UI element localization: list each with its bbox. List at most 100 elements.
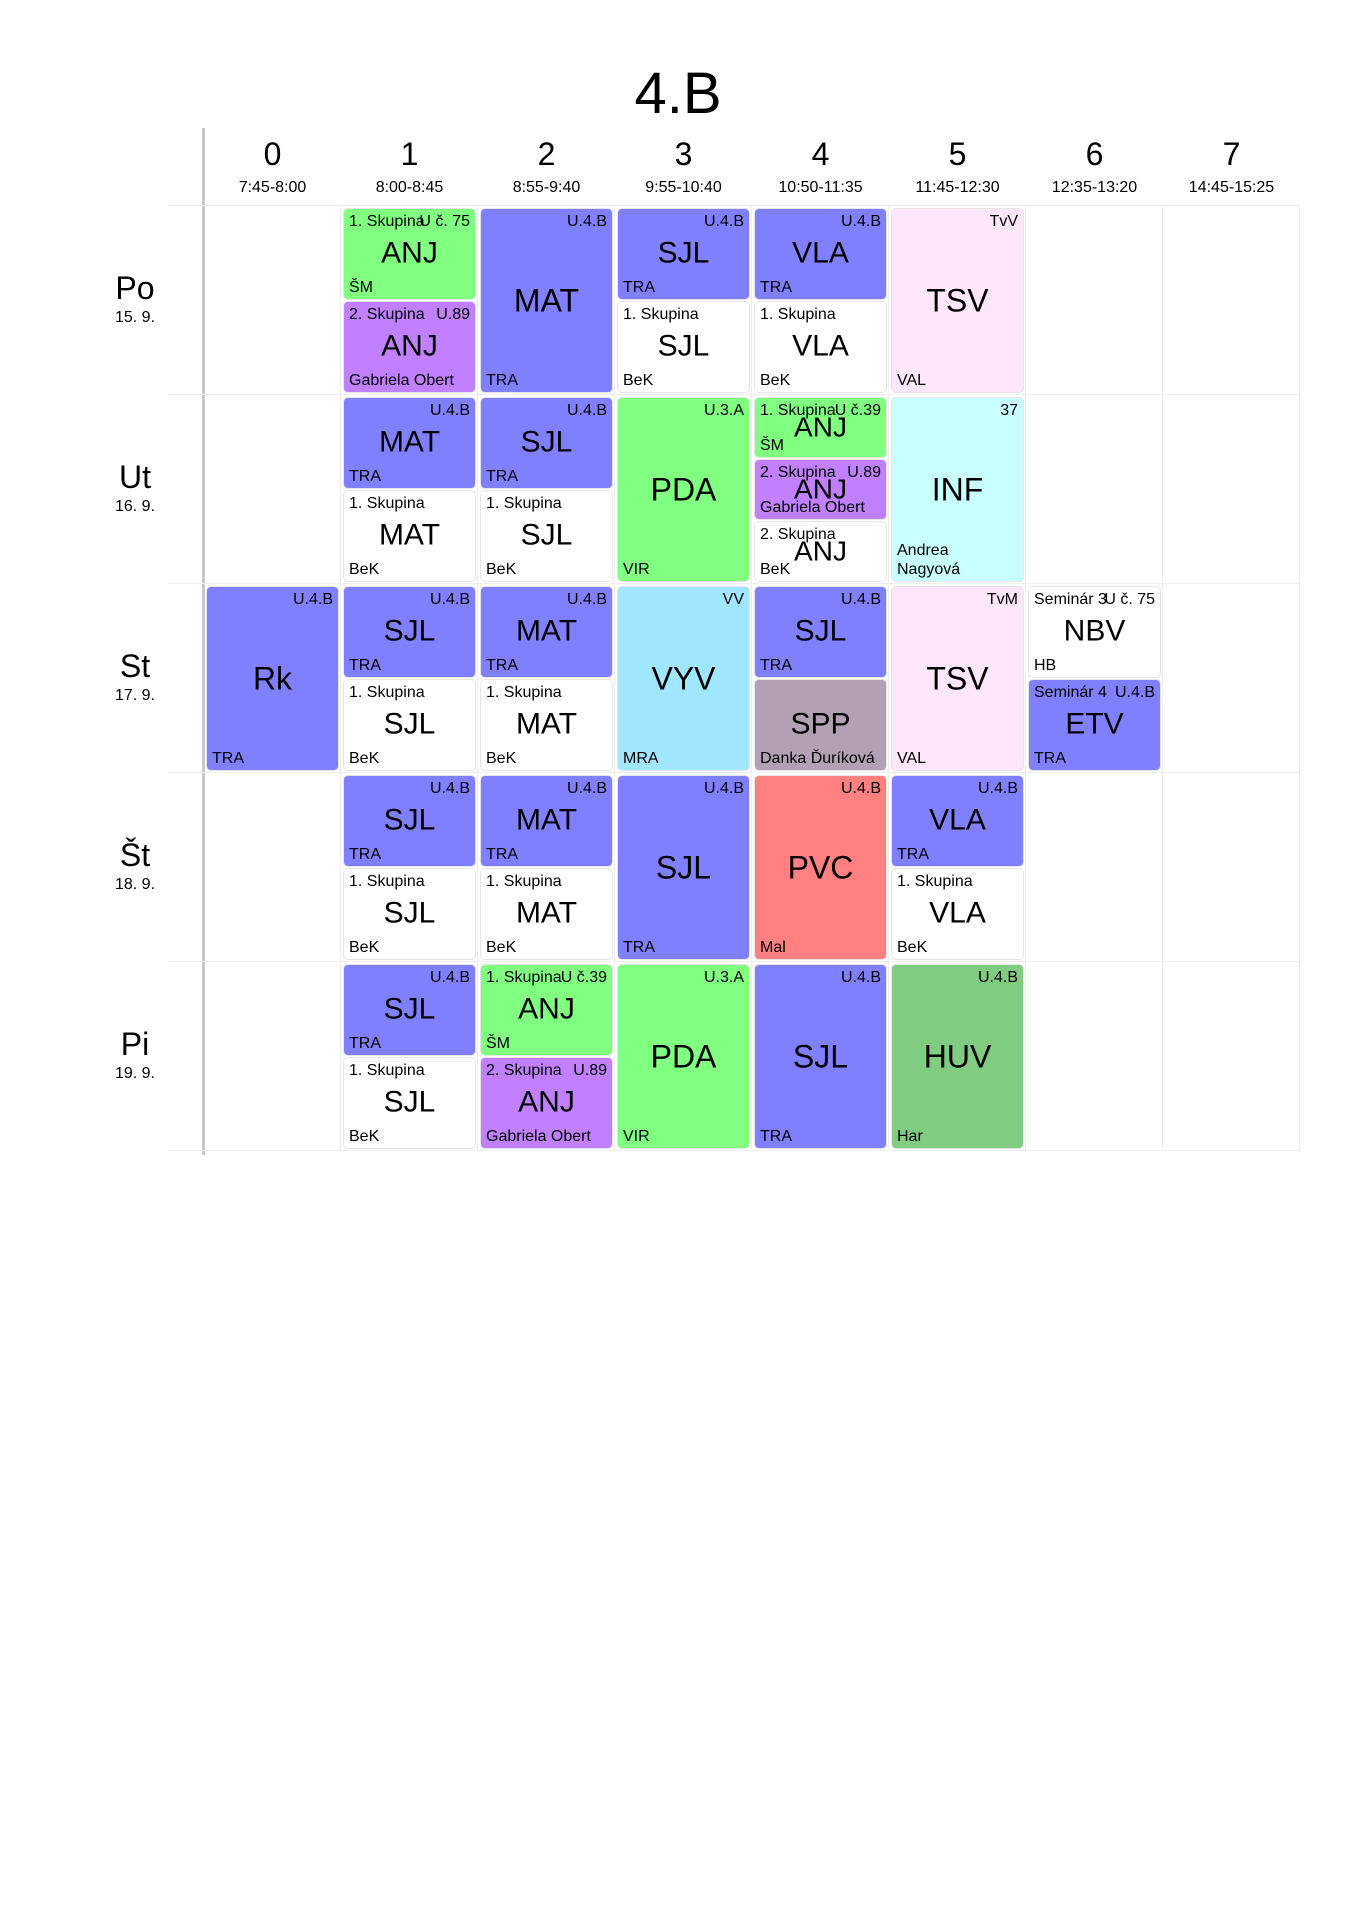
lesson-subject: INF xyxy=(931,470,984,507)
row-divider xyxy=(168,961,1300,962)
lesson-subject: ANJ xyxy=(794,410,847,442)
lesson-teacher: TRA xyxy=(349,1035,381,1052)
column-divider xyxy=(477,206,478,1151)
lesson-group: 1. Skupina xyxy=(349,873,425,890)
lesson-teacher: BeK xyxy=(623,372,654,389)
lesson-sjl: 1. Skupina SJL BeK xyxy=(618,302,749,392)
period-time: 9:55-10:40 xyxy=(645,179,722,196)
lesson-pvc: U.4.B PVC Mal xyxy=(755,776,886,959)
lesson-room: U.4.B xyxy=(840,213,881,230)
lesson-room: U.89 xyxy=(847,464,881,481)
period-number: 7 xyxy=(1222,136,1241,172)
lesson-subject: SJL xyxy=(794,614,847,648)
lesson-sjl: 1. Skupina SJL BeK xyxy=(344,1058,475,1148)
lesson-subject: Rk xyxy=(252,659,293,696)
lesson-teacher: TRA xyxy=(897,846,929,863)
lesson-teacher: Har xyxy=(897,1128,923,1145)
lesson-sjl: 1. Skupina SJL BeK xyxy=(344,869,475,959)
lesson-subject: SJL xyxy=(383,1085,436,1119)
period-time: 12:35-13:20 xyxy=(1051,179,1138,196)
lesson-sjl: U.4.B SJL TRA xyxy=(344,776,475,866)
lesson-room: U.4.B xyxy=(429,402,470,419)
lesson-room: TvV xyxy=(989,213,1018,230)
lesson-teacher: VIR xyxy=(623,561,650,578)
day-name: Pi xyxy=(120,1026,150,1062)
day-name: Ut xyxy=(119,459,151,495)
lesson-teacher: ŠM xyxy=(760,437,784,454)
lesson-teacher: BeK xyxy=(349,939,380,956)
lesson-etv: Seminár 4 U.4.B ETV TRA xyxy=(1029,680,1160,770)
column-divider xyxy=(340,206,341,1151)
lesson-subject: ETV xyxy=(1065,707,1124,741)
row-divider xyxy=(168,1150,1300,1151)
day-name: St xyxy=(119,648,151,684)
lesson-teacher: VAL xyxy=(897,372,927,389)
period-header-2: 2 8:55-9:40 xyxy=(478,136,615,198)
lesson-room: U.4.B xyxy=(703,213,744,230)
lesson-teacher: VAL xyxy=(897,750,927,767)
lesson-teacher: BeK xyxy=(349,1128,380,1145)
period-time: 14:45-15:25 xyxy=(1188,179,1275,196)
row-divider xyxy=(168,772,1300,773)
day-name: Po xyxy=(115,270,155,306)
lesson-teacher: TRA xyxy=(1034,750,1066,767)
lesson-room: U.3.A xyxy=(703,402,744,419)
lesson-subject: SJL xyxy=(792,1037,849,1074)
period-time: 7:45-8:00 xyxy=(238,179,307,196)
lesson-room: U.4.B xyxy=(840,780,881,797)
lesson-teacher: TRA xyxy=(349,468,381,485)
day-date: 18. 9. xyxy=(114,876,156,893)
lesson-vla: 1. Skupina VLA BeK xyxy=(892,869,1023,959)
day-label-3: St 17. 9. xyxy=(80,648,190,706)
lesson-vla: U.4.B VLA TRA xyxy=(755,209,886,299)
period-header-5: 5 11:45-12:30 xyxy=(889,136,1026,198)
lesson-room: VV xyxy=(722,591,744,608)
lesson-group: 2. Skupina xyxy=(760,464,836,481)
lesson-tsv: TvM TSV VAL xyxy=(892,587,1023,770)
period-time: 8:55-9:40 xyxy=(512,179,581,196)
lesson-group: Seminár 4 xyxy=(1034,684,1107,701)
lesson-vla: U.4.B VLA TRA xyxy=(892,776,1023,866)
lesson-anj: 2. Skupina U.89 ANJ Gabriela Obert xyxy=(481,1058,612,1148)
lesson-room: U.4.B xyxy=(1114,684,1155,701)
lesson-room: U č. 75 xyxy=(419,213,470,230)
lesson-spp: SPP Danka Ďuríková xyxy=(755,680,886,770)
lesson-teacher: ŠM xyxy=(486,1035,510,1052)
lesson-room: U.4.B xyxy=(977,969,1018,986)
lesson-room: U.4.B xyxy=(429,780,470,797)
lesson-room: 37 xyxy=(1000,402,1018,419)
lesson-subject: VLA xyxy=(792,329,849,363)
day-date: 16. 9. xyxy=(114,498,156,515)
lesson-anj: 1. Skupina U č.39 ANJ ŠM xyxy=(481,965,612,1055)
lesson-teacher: BeK xyxy=(486,750,517,767)
column-divider xyxy=(888,206,889,1151)
lesson-subject: SJL xyxy=(383,992,436,1026)
lesson-teacher: BeK xyxy=(760,372,791,389)
lesson-subject: MAT xyxy=(515,896,578,930)
period-header-3: 3 9:55-10:40 xyxy=(615,136,752,198)
lesson-subject: ANJ xyxy=(794,534,847,566)
period-time: 11:45-12:30 xyxy=(915,179,1000,196)
period-header-7: 7 14:45-15:25 xyxy=(1163,136,1300,198)
lesson-teacher: TRA xyxy=(760,1128,792,1145)
lesson-subject: MAT xyxy=(513,281,580,318)
lesson-anj: 1. Skupina U č. 75 ANJ ŠM xyxy=(344,209,475,299)
lesson-group: 1. Skupina xyxy=(349,495,425,512)
lesson-sjl: U.4.B SJL TRA xyxy=(755,587,886,677)
lesson-group: 1. Skupina xyxy=(486,969,562,986)
lesson-subject: TSV xyxy=(926,281,989,318)
lesson-mat: 1. Skupina MAT BeK xyxy=(481,680,612,770)
lesson-subject: VLA xyxy=(929,803,986,837)
lesson-subject: MAT xyxy=(515,707,578,741)
lesson-vyv: VV VYV MRA xyxy=(618,587,749,770)
day-date: 19. 9. xyxy=(114,1065,156,1082)
lesson-huv: U.4.B HUV Har xyxy=(892,965,1023,1148)
period-time: 8:00-8:45 xyxy=(375,179,444,196)
lesson-mat: 1. Skupina MAT BeK xyxy=(344,491,475,581)
lesson-subject: NBV xyxy=(1063,614,1126,648)
lesson-room: U.4.B xyxy=(292,591,333,608)
lesson-room: U.3.A xyxy=(703,969,744,986)
lesson-subject: PDA xyxy=(650,1037,717,1074)
lesson-room: U.4.B xyxy=(566,591,607,608)
lesson-mat: U.4.B MAT TRA xyxy=(344,398,475,488)
